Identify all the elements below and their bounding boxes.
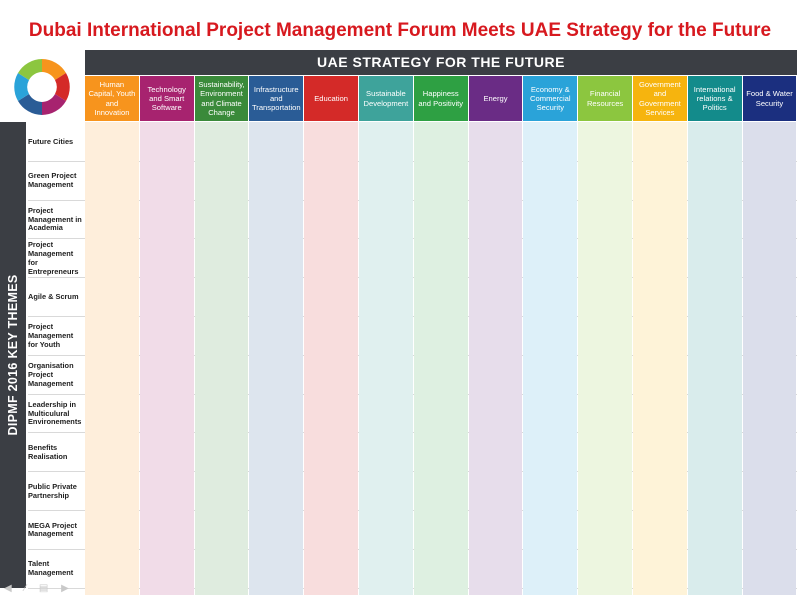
strategy-banner: UAE STRATEGY FOR THE FUTURE [85,50,797,75]
column-header: Infrastructure and Transportation [249,76,304,121]
column-background [578,122,632,595]
column-background [413,122,468,595]
column-background [85,122,139,595]
column-background [249,122,304,595]
column-header: Technology and Smart Software [139,76,194,121]
column-header: International relations & Politics [687,76,742,121]
column-header: Energy [468,76,523,121]
column-background [359,122,413,595]
slide-navigation[interactable]: ◀ ⁄ ▤ ▶ [4,583,74,594]
column-header: Human Capital, Youth and Innovation [85,76,139,121]
key-themes-sidebar: DIPMF 2016 KEY THEMES [0,122,26,588]
column-background [633,122,687,595]
theme-row-label: Green Project Management [28,171,77,190]
column-background [139,122,194,595]
page-title: Dubai International Project Management F… [28,20,772,41]
column-background [742,122,797,595]
theme-row-label: MEGA Project Management [28,520,78,539]
theme-row-label: Talent Management [28,559,74,578]
logo [14,59,70,115]
column-header: Education [304,76,358,121]
theme-row-label: Project Management in Academia [28,205,82,233]
column-header: Food & Water Security [742,76,797,121]
column-background [304,122,358,595]
column-header: Happiness and Positivity [413,76,468,121]
key-themes-label: DIPMF 2016 KEY THEMES [6,274,20,436]
column-background [523,122,578,595]
column-header: Sustainable Development [359,76,413,121]
theme-row-label: Future Cities [28,137,74,147]
theme-row-label: Public Private Partnership [28,481,77,500]
column-background [468,122,523,595]
theme-row-label: Project Management for Entrepreneurs [28,240,79,276]
column-header: Economy & Commercial Security [523,76,578,121]
theme-row-label: Agile & Scrum [28,292,79,302]
column-background [687,122,742,595]
column-header: Government and Government Services [633,76,687,121]
column-background [194,122,249,595]
column-header: Sustainability, Environment and Climate … [194,76,249,121]
column-header: Financial Resources [578,76,632,121]
theme-row-label: Leadership in Multiculural Environements [28,399,82,427]
theme-row-label: Organisation Project Management [28,361,74,388]
theme-row-label: Project Management for Youth [28,322,74,349]
theme-row-label: Benefits Realisation [28,443,68,461]
